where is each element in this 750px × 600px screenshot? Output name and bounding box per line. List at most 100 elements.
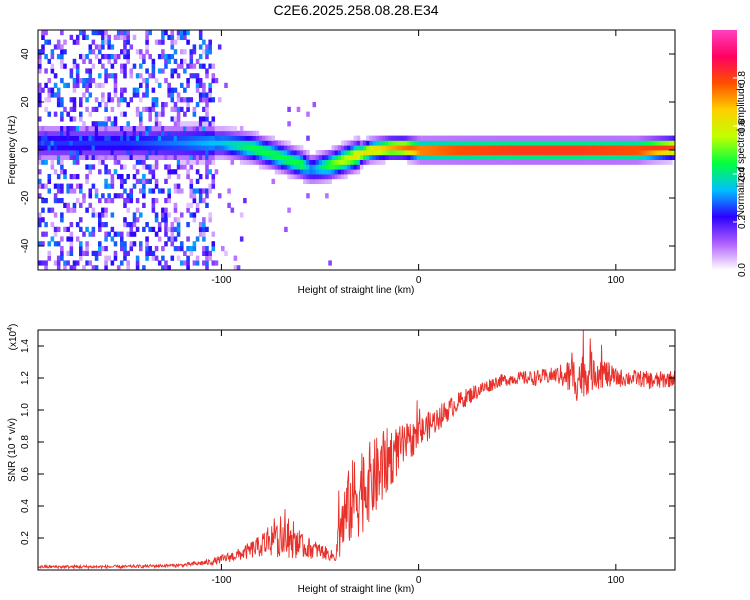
heatmap-cell [75,68,80,74]
heatmap-cell [482,154,487,160]
heatmap-cell [653,140,657,146]
heatmap-cell [94,212,99,218]
heatmap-cell [56,183,61,189]
heatmap-cell [233,255,238,261]
heatmap-cell [653,154,657,160]
heatmap-cell [464,135,468,141]
heatmap-cell [293,164,298,170]
heatmap-cell [126,260,130,266]
heatmap-cell [94,130,99,136]
heatmap-cell [618,140,623,146]
heatmap-cell [107,130,111,136]
heatmap-cell [640,145,645,151]
heatmap-cell [558,159,563,165]
heatmap-cell [60,183,64,189]
heatmap-cell [101,212,105,218]
heatmap-cell [410,145,414,151]
heatmap-cell [410,140,414,146]
heatmap-cell [139,49,143,55]
heatmap-cell [151,126,156,132]
heatmap-cell [334,150,339,156]
heatmap-cell [94,135,99,141]
heatmap-cell [88,49,93,55]
heatmap-cell [593,159,597,165]
heatmap-cell [520,145,525,151]
heatmap-cell [536,140,541,146]
heatmap-cell [192,73,197,79]
heatmap-cell [98,135,102,141]
heatmap-cell [606,135,610,141]
heatmap-cell [571,150,575,156]
heatmap-cell [523,159,528,165]
heatmap-cell [94,265,99,270]
heatmap-cell [98,222,102,228]
heatmap-cell [350,164,354,170]
heatmap-cell [107,135,111,141]
heatmap-cell [88,231,93,237]
heatmap-cell [325,169,329,175]
heatmap-cell [120,135,124,141]
heatmap-cell [239,135,244,141]
heatmap-cell [214,145,219,151]
heatmap-cell [148,30,152,36]
heatmap-cell [514,145,519,151]
heatmap-cell [479,154,484,160]
heatmap-cell [44,106,48,112]
heatmap-cell [41,159,45,165]
heatmap-cell [72,39,77,45]
spectrogram-y-tick-label: -40 [20,238,31,253]
heatmap-cell [634,145,638,151]
heatmap-cell [407,159,411,165]
heatmap-cell [290,169,294,175]
heatmap-cell [173,226,178,232]
heatmap-cell [98,140,102,146]
heatmap-cell [60,30,64,36]
heatmap-cell [375,135,380,141]
heatmap-cell [224,154,228,160]
heatmap-cell [189,135,194,141]
heatmap-cell [198,150,203,156]
heatmap-cell [372,140,377,146]
heatmap-cell [350,145,354,151]
heatmap-cell [53,44,58,50]
heatmap-cell [176,222,181,228]
heatmap-cell [599,154,604,160]
heatmap-cell [154,212,159,218]
heatmap-cell [180,130,184,136]
heatmap-cell [75,82,80,88]
heatmap-cell [296,106,301,112]
heatmap-cell [284,226,288,232]
heatmap-cell [167,198,171,204]
heatmap-cell [63,126,67,132]
heatmap-cell [208,39,212,45]
heatmap-cell [85,140,89,146]
heatmap-cell [460,154,465,160]
heatmap-cell [180,63,184,69]
heatmap-cell [161,54,165,60]
heatmap-cell [44,159,48,165]
heatmap-cell [202,217,206,223]
heatmap-cell [167,265,171,270]
heatmap-cell [123,54,127,60]
heatmap-cell [476,150,481,156]
heatmap-cell [69,207,74,213]
heatmap-cell [116,140,121,146]
heatmap-cell [170,231,175,237]
heatmap-cell [224,145,228,151]
heatmap-cell [647,159,651,165]
heatmap-cell [113,159,118,165]
heatmap-cell [139,135,143,141]
heatmap-cell [44,231,48,237]
heatmap-cell [123,164,127,170]
heatmap-cell [113,169,118,175]
heatmap-cell [139,111,143,117]
heatmap-cell [464,159,468,165]
heatmap-cell [56,126,61,132]
heatmap-cell [205,188,209,194]
heatmap-cell [186,150,190,156]
heatmap-cell [120,92,124,98]
heatmap-cell [255,159,260,165]
heatmap-cell [132,183,137,189]
heatmap-cell [381,150,386,156]
heatmap-cell [363,150,367,156]
